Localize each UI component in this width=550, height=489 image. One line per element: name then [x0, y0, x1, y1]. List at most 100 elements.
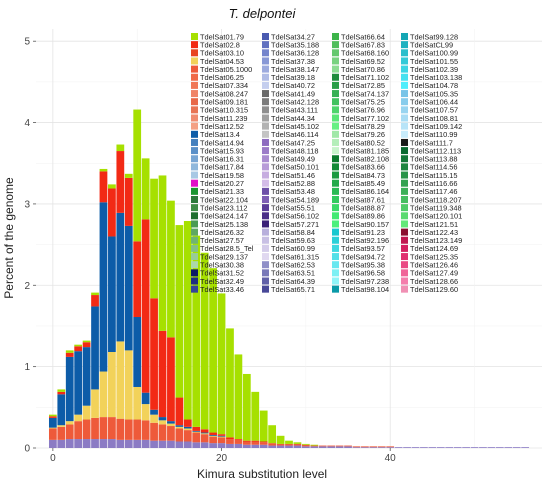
- legend-swatch: [401, 228, 408, 236]
- legend-swatch: [191, 155, 198, 163]
- bar-segment: [242, 440, 251, 442]
- legend-swatch: [262, 106, 269, 114]
- legend-label: TdelSat22.104: [200, 195, 248, 204]
- bar-segment: [175, 428, 184, 442]
- legend-swatch: [401, 204, 408, 212]
- bar-segment: [327, 446, 336, 448]
- legend-swatch: [262, 130, 269, 138]
- legend: TdelSat01.79TdelSat02.8TdelSat03.10TdelS…: [191, 32, 462, 294]
- bar-segment: [48, 414, 57, 417]
- bar-segment: [167, 426, 175, 441]
- legend-swatch: [191, 285, 198, 293]
- legend-label: TdelSat61.315: [271, 252, 319, 261]
- bar-segment: [268, 445, 277, 448]
- legend-label: TdelSat41.49: [271, 89, 315, 98]
- bar-segment: [74, 439, 83, 448]
- legend-swatch: [401, 155, 408, 163]
- legend-label: TdelSat77.102: [341, 114, 389, 123]
- bar-segment: [57, 394, 66, 426]
- legend-label: TdelSat07.334: [200, 81, 248, 90]
- bar-segment: [276, 435, 285, 444]
- legend-swatch: [262, 98, 269, 106]
- bar-segment: [167, 423, 175, 427]
- legend-swatch: [262, 179, 269, 187]
- legend-label: TdelSat109.142: [410, 122, 462, 131]
- legend-swatch: [262, 114, 269, 122]
- legend-label: TdelSat92.196: [341, 236, 389, 245]
- bar-segment: [124, 177, 133, 226]
- bar-segment: [301, 446, 310, 448]
- bar-segment: [192, 432, 201, 443]
- bar-segment: [141, 158, 150, 220]
- legend-swatch: [262, 138, 269, 146]
- bar-segment: [487, 447, 496, 448]
- legend-swatch: [262, 212, 269, 220]
- legend-label: TdelSat27.57: [200, 236, 244, 245]
- bar-segment: [209, 435, 217, 437]
- legend-swatch: [332, 228, 339, 236]
- legend-label: TdelSat51.46: [271, 171, 315, 180]
- legend-swatch: [262, 57, 269, 65]
- bar-segment: [99, 168, 108, 172]
- bar-segment: [259, 442, 268, 445]
- legend-label: TdelSat57.271: [271, 220, 319, 229]
- bar-segment: [167, 337, 175, 422]
- bar-segment: [150, 178, 158, 299]
- legend-label: TdelSat115.15: [410, 171, 458, 180]
- legend-label: TdelSat100.99: [410, 49, 458, 58]
- legend-label: TdelSat79.26: [341, 130, 385, 139]
- bar-segment: [200, 433, 209, 435]
- bar-segment: [192, 442, 201, 448]
- legend-label: TdelSat90.157: [341, 220, 389, 229]
- legend-label: TdelSat37.38: [271, 57, 315, 66]
- legend-swatch: [191, 204, 198, 212]
- legend-label: TdelSat128.66: [410, 277, 458, 286]
- legend-swatch: [332, 147, 339, 155]
- y-tick-label: 3: [24, 199, 30, 210]
- legend-label: TdelSat20.27: [200, 179, 244, 188]
- bar-segment: [318, 445, 327, 447]
- bar-segment: [192, 235, 201, 427]
- legend-swatch: [191, 98, 198, 106]
- legend-swatch: [262, 155, 269, 163]
- legend-swatch: [191, 90, 198, 98]
- legend-label: TdelSat106.44: [410, 98, 458, 107]
- bar-segment: [217, 434, 226, 436]
- legend-swatch: [401, 179, 408, 187]
- x-axis-title: Kimura substitution level: [197, 467, 327, 481]
- legend-swatch: [191, 236, 198, 244]
- legend-swatch: [332, 204, 339, 212]
- bar-segment: [276, 445, 285, 448]
- bar-segment: [268, 425, 277, 444]
- legend-swatch: [262, 81, 269, 89]
- bar-segment: [259, 444, 268, 448]
- legend-swatch: [332, 98, 339, 106]
- bar-segment: [209, 432, 217, 435]
- legend-swatch: [332, 171, 339, 179]
- legend-swatch: [401, 73, 408, 81]
- bar-segment: [82, 439, 91, 448]
- legend-label: TdelSat50.101: [271, 163, 319, 172]
- bar-segment: [327, 445, 336, 447]
- legend-label: TdelSat13.4: [200, 130, 240, 139]
- legend-swatch: [191, 163, 198, 171]
- bar-segment: [99, 371, 108, 418]
- legend-swatch: [191, 41, 198, 49]
- legend-label: TdelSat28.5_Tel: [200, 244, 254, 253]
- legend-label: TdelSat16.31: [200, 155, 244, 164]
- bar-segment: [74, 351, 83, 415]
- legend-label: TdelSat75.25: [341, 98, 385, 107]
- legend-swatch: [332, 285, 339, 293]
- bar-segment: [133, 419, 142, 440]
- bar-segment: [175, 425, 184, 427]
- legend-swatch: [401, 236, 408, 244]
- legend-label: TdelSat31.52: [200, 269, 244, 278]
- legend-label: TdelSat10.315: [200, 106, 248, 115]
- bar-segment: [133, 439, 142, 448]
- bar-segment: [251, 444, 260, 448]
- bar-segment: [183, 428, 192, 431]
- bar-segment: [91, 417, 99, 440]
- bar-segment: [48, 416, 57, 418]
- legend-label: TdelSat25.138: [200, 220, 248, 229]
- legend-swatch: [191, 196, 198, 203]
